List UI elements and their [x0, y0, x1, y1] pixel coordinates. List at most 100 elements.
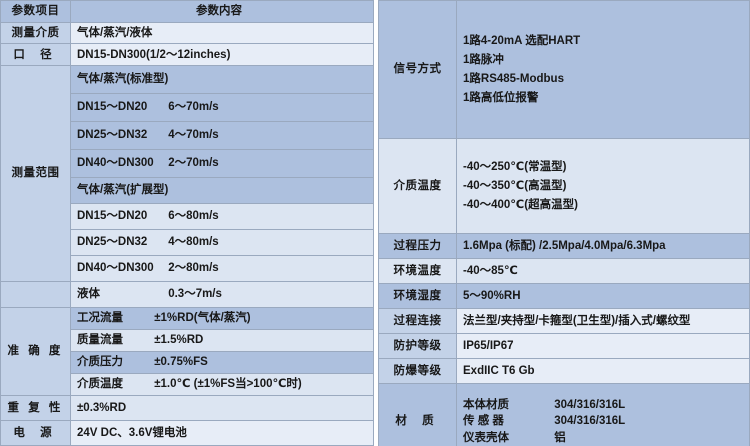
table-row-range-standard-title: 测量范围 气体/蒸汽(标准型) — [0, 65, 374, 282]
left-spec-table: 参数项目 参数内容 测量介质 气体/蒸汽/液体 口 径 DN15-DN300(1… — [0, 0, 374, 446]
row-value-process-pressure: 1.6Mpa (标配) /2.5Mpa/4.0Mpa/6.3Mpa — [456, 233, 750, 259]
table-row-range-extended-title: 气体/蒸汽(扩展型) — [1, 177, 374, 204]
accuracy-key: 介质温度 — [77, 378, 123, 391]
table-row-power: 电 源 24V DC、3.6V锂电池 — [0, 420, 374, 446]
range-size: DN15～DN20 — [77, 101, 148, 114]
accuracy-item-3: 介质压力 ±0.75%FS — [70, 351, 374, 374]
material-line-list: 本体材质 304/316/316L 传 感 器 304/316/316L 仪表壳… — [463, 397, 743, 445]
row-value-protection-grade: IP65/IP67 — [456, 333, 750, 359]
accuracy-value: ±1%RD(气体/蒸汽) — [154, 312, 251, 325]
row-label-repeatability: 重 复 性 — [0, 395, 71, 421]
range-line: DN40～DN300 2～70m/s — [77, 155, 367, 171]
accuracy-key: 介质压力 — [77, 356, 123, 369]
row-label-signal: 信号方式 — [378, 0, 457, 139]
accuracy-key: 工况流量 — [77, 312, 123, 325]
row-label-diameter-text: 口 径 — [13, 48, 58, 61]
table-row-protection-grade: 防护等级 IP65/IP67 — [378, 333, 750, 359]
accuracy-item-1: 工况流量 ±1%RD(气体/蒸汽) — [70, 307, 374, 330]
range-size: DN40～DN300 — [77, 262, 154, 275]
material-value: 304/316/316L — [554, 415, 626, 428]
range-speed: 2～70m/s — [168, 157, 219, 170]
row-label-explosion-grade: 防爆等级 — [378, 358, 457, 384]
row-label-power: 电 源 — [0, 420, 71, 446]
table-row-explosion-grade: 防爆等级 ExdIIC T6 Gb — [378, 358, 750, 384]
range-speed: 4～80m/s — [168, 236, 219, 249]
material-key: 本体材质 — [463, 399, 509, 412]
row-label-ambient-temp: 环境温度 — [378, 258, 457, 284]
accuracy-value: ±1.0℃ (±1%FS当>100℃时) — [154, 378, 302, 391]
row-value-signal: 1路4-20mA 选配HART 1路脉冲 1路RS485-Modbus 1路高低… — [456, 0, 750, 139]
table-row-ambient-temp: 环境温度 -40～85℃ — [378, 258, 750, 284]
table-row-header: 参数项目 参数内容 — [0, 0, 374, 23]
range-line: DN25～DN32 4～70m/s — [77, 127, 367, 143]
range-line: DN40～DN300 2～80m/s — [77, 260, 367, 276]
range-extended-title: 气体/蒸汽(扩展型) — [70, 177, 374, 204]
row-label-process-connection: 过程连接 — [378, 308, 457, 334]
material-value: 304/316/316L — [554, 399, 626, 412]
row-label-protection-grade: 防护等级 — [378, 333, 457, 359]
signal-line: 1路脉冲 — [463, 53, 504, 66]
range-size: DN40～DN300 — [77, 157, 154, 170]
accuracy-value: ±1.5%RD — [154, 334, 204, 347]
row-value-medium: 气体/蒸汽/液体 — [70, 21, 374, 45]
row-label-repeatability-text: 重 复 性 — [7, 401, 64, 414]
range-liquid-line: 液体 0.3～7m/s — [70, 281, 374, 308]
range-standard-title: 气体/蒸汽(标准型) — [70, 65, 374, 94]
table-row-range-liquid: 液体 0.3～7m/s — [0, 281, 374, 308]
row-label-diameter: 口 径 — [0, 43, 71, 66]
row-value-medium-temp: -40～250℃(常温型) -40～350℃(高温型) -40～400℃(超高温… — [456, 138, 750, 234]
range-size: DN15～DN20 — [77, 210, 148, 223]
range-extended-line-2: DN25～DN32 4～80m/s — [70, 229, 374, 256]
accuracy-line: 质量流量 ±1.5%RD — [77, 332, 367, 348]
range-size: 液体 — [77, 288, 100, 301]
row-label-medium-temp: 介质温度 — [378, 138, 457, 234]
table-row-accuracy-1: 准 确 度 工况流量 ±1%RD(气体/蒸汽) — [0, 307, 374, 396]
range-standard-line-2: DN25～DN32 4～70m/s — [70, 121, 374, 150]
signal-line-list: 1路4-20mA 选配HART 1路脉冲 1路RS485-Modbus 1路高低… — [463, 31, 743, 107]
table-row-material: 材 质 本体材质 304/316/316L 传 感 器 304/316/316L… — [378, 383, 750, 446]
range-speed: 6～80m/s — [168, 210, 219, 223]
medium-temp-line: -40～250℃(常温型) — [463, 160, 567, 173]
row-value-repeatability: ±0.3%RD — [70, 395, 374, 421]
row-label-medium: 测量介质 — [0, 21, 71, 45]
medium-temp-line: -40～350℃(高温型) — [463, 179, 567, 192]
medium-temp-line: -40～400℃(超高温型) — [463, 199, 578, 212]
table-row-medium: 测量介质 气体/蒸汽/液体 — [0, 21, 374, 45]
accuracy-line: 工况流量 ±1%RD(气体/蒸汽) — [77, 310, 367, 326]
table-row-range-std-3: DN40～DN300 2～70m/s — [1, 149, 374, 178]
row-label-material-text: 材 质 — [395, 415, 440, 428]
row-value-process-connection: 法兰型/夹持型/卡箍型(卫生型)/插入式/螺纹型 — [456, 308, 750, 334]
range-speed: 6～70m/s — [168, 101, 219, 114]
material-line: 仪表壳体 铝 — [463, 430, 743, 446]
material-value: 铝 — [554, 431, 566, 444]
accuracy-item-4: 介质温度 ±1.0℃ (±1%FS当>100℃时) — [70, 373, 374, 396]
range-speed: 0.3～7m/s — [168, 288, 222, 301]
header-col-item: 参数项目 — [0, 0, 71, 23]
row-label-range: 测量范围 — [0, 65, 71, 282]
row-value-explosion-grade: ExdIIC T6 Gb — [456, 358, 750, 384]
range-standard-line-3: DN40～DN300 2～70m/s — [70, 149, 374, 178]
row-label-accuracy: 准 确 度 — [0, 307, 71, 396]
table-row-diameter: 口 径 DN15-DN300(1/2～12inches) — [0, 43, 374, 66]
table-row-range-std-2: DN25～DN32 4～70m/s — [1, 121, 374, 150]
row-value-diameter: DN15-DN300(1/2～12inches) — [70, 43, 374, 66]
table-row-process-pressure: 过程压力 1.6Mpa (标配) /2.5Mpa/4.0Mpa/6.3Mpa — [378, 233, 750, 259]
row-value-ambient-humidity: 5～90%RH — [456, 283, 750, 309]
table-row-range-std-1: DN15～DN20 6～70m/s — [1, 93, 374, 122]
table-row-accuracy-2: 质量流量 ±1.5%RD — [1, 329, 374, 352]
right-spec-table: 信号方式 1路4-20mA 选配HART 1路脉冲 1路RS485-Modbus… — [378, 0, 750, 446]
accuracy-key: 质量流量 — [77, 334, 123, 347]
range-line: 液体 0.3～7m/s — [77, 286, 367, 302]
range-line: DN15～DN20 6～80m/s — [77, 208, 367, 224]
material-key: 仪表壳体 — [463, 431, 509, 444]
row-label-ambient-humidity: 环境湿度 — [378, 283, 457, 309]
row-label-range-spacer — [0, 281, 71, 308]
accuracy-value: ±0.75%FS — [154, 356, 208, 369]
row-label-power-text: 电 源 — [13, 426, 58, 439]
table-row-range-ext-3: DN40～DN300 2～80m/s — [1, 255, 374, 282]
table-row-range-ext-2: DN25～DN32 4～80m/s — [1, 229, 374, 256]
table-row-accuracy-4: 介质温度 ±1.0℃ (±1%FS当>100℃时) — [1, 373, 374, 396]
accuracy-line: 介质压力 ±0.75%FS — [77, 354, 367, 370]
table-row-process-connection: 过程连接 法兰型/夹持型/卡箍型(卫生型)/插入式/螺纹型 — [378, 308, 750, 334]
